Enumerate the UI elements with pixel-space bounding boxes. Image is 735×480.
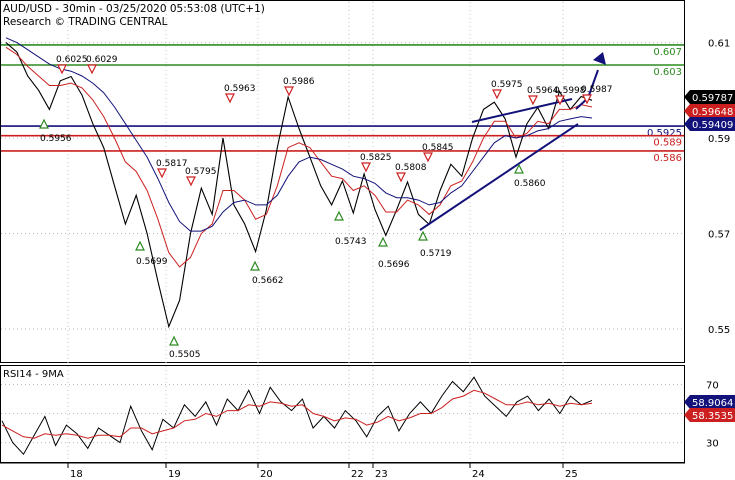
swing-high-marker <box>87 64 97 75</box>
swing-low-label: 0.5505 <box>169 350 201 360</box>
swing-high-marker <box>582 94 592 105</box>
current-price-tag-label: 0.59787 <box>692 93 733 104</box>
ma-slow-line <box>5 37 593 232</box>
swing-high-marker <box>396 172 406 183</box>
swing-high-label: 0.5825 <box>360 153 392 163</box>
rsi-value-tag <box>684 395 735 409</box>
swing-high-marker <box>225 93 235 104</box>
swing-high-label: 0.6025 <box>56 55 88 65</box>
swing-high-label: 0.5998 <box>554 86 586 96</box>
x-day-label: 22 <box>351 469 364 480</box>
chart-source: Research © TRADING CENTRAL <box>3 16 168 28</box>
ma-fast-tag <box>684 104 735 118</box>
ma-fast-tag-label: 0.59648 <box>692 107 733 118</box>
swing-high-label: 0.5987 <box>581 85 613 95</box>
swing-high-label: 0.5986 <box>283 77 315 87</box>
swing-high-marker <box>361 162 371 173</box>
level-label: 0.589 <box>653 138 682 149</box>
swing-low-label: 0.5696 <box>378 260 410 270</box>
swing-low-label: 0.5743 <box>335 237 367 247</box>
swing-high-label: 0.5964 <box>527 86 559 96</box>
level-label: 0.607 <box>653 47 682 58</box>
swing-high-marker <box>528 95 538 106</box>
swing-high-marker <box>492 89 502 100</box>
projection-arrow-head <box>593 52 606 65</box>
x-day-label: 23 <box>375 469 388 480</box>
level-label: 0.5925 <box>647 128 682 139</box>
rsi-ma-line <box>1 389 593 439</box>
rsi-tick-label: 30 <box>706 439 719 450</box>
rsi-panel <box>0 365 685 463</box>
level-label: 0.586 <box>653 153 682 164</box>
swing-high-label: 0.5817 <box>156 159 188 169</box>
x-day-label: 20 <box>260 469 273 480</box>
swing-high-label: 0.5975 <box>491 80 523 90</box>
level-label: 0.603 <box>653 67 682 78</box>
swing-high-marker <box>57 64 67 75</box>
x-day-label: 25 <box>565 469 578 480</box>
price-tick-label: 0.61 <box>708 39 730 50</box>
x-day-label: 19 <box>168 469 181 480</box>
swing-high-marker <box>157 168 167 179</box>
rsi-title: RSI14 - 9MA <box>3 369 64 380</box>
swing-high-marker <box>284 86 294 97</box>
swing-low-marker <box>514 163 524 174</box>
chart-title: AUD/USD - 30min - 03/25/2020 05:53:08 (U… <box>3 3 265 15</box>
trendline-lower <box>419 123 579 231</box>
rsi-value-tag-label: 58.9064 <box>692 398 733 409</box>
swing-low-marker <box>250 260 260 271</box>
rsi-ma-tag-label: 58.3535 <box>692 411 733 422</box>
price-tick-label: 0.57 <box>708 230 730 241</box>
rsi-line <box>1 376 593 456</box>
swing-low-label: 0.5719 <box>420 249 452 259</box>
ma-slow-tag-label: 0.59409 <box>692 120 733 131</box>
rsi-ma-tag <box>684 408 735 422</box>
swing-high-marker <box>555 95 565 106</box>
price-line <box>5 42 593 329</box>
swing-low-marker <box>135 240 145 251</box>
swing-high-label: 0.6029 <box>86 55 118 65</box>
price-tick-label: 0.55 <box>708 325 730 336</box>
swing-low-marker <box>378 236 388 247</box>
ma-slow-tag <box>684 117 735 131</box>
swing-high-marker <box>186 176 196 187</box>
swing-low-label: 0.5956 <box>40 134 72 144</box>
rsi-tick-label: 70 <box>706 380 719 391</box>
current-price-tag <box>684 90 735 104</box>
trendline-upper <box>471 98 573 123</box>
ma-fast-line <box>5 46 593 268</box>
swing-low-marker <box>334 210 344 221</box>
price-tick-label: 0.59 <box>708 134 730 145</box>
swing-low-label: 0.5699 <box>136 257 168 267</box>
swing-low-marker <box>418 230 428 241</box>
swing-high-label: 0.5963 <box>224 84 256 94</box>
swing-high-label: 0.5808 <box>395 163 427 173</box>
swing-high-label: 0.5795 <box>185 167 217 177</box>
swing-high-marker <box>423 152 433 163</box>
swing-low-marker <box>169 335 179 346</box>
swing-low-marker <box>39 118 49 129</box>
swing-low-label: 0.5662 <box>252 276 284 286</box>
x-day-label: 24 <box>472 469 485 480</box>
swing-high-label: 0.5845 <box>422 143 454 153</box>
x-day-label: 18 <box>70 469 83 480</box>
swing-low-label: 0.5860 <box>514 179 546 189</box>
